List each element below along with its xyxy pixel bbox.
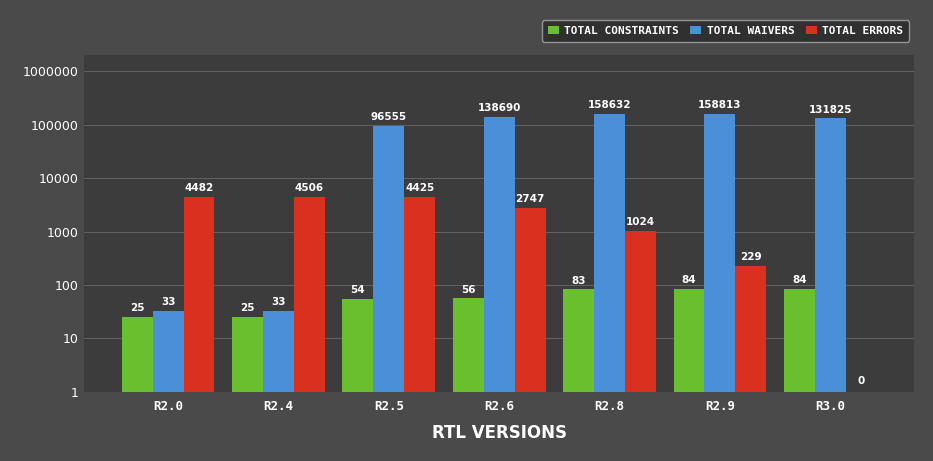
Bar	[674, 289, 704, 461]
X-axis label: RTL VERSIONS: RTL VERSIONS	[432, 424, 566, 442]
Text: 33: 33	[160, 297, 175, 307]
Bar	[735, 266, 766, 461]
Text: 1024: 1024	[626, 217, 655, 227]
Text: 84: 84	[682, 275, 696, 285]
Text: 96555: 96555	[370, 112, 407, 122]
Bar	[294, 197, 325, 461]
Text: 229: 229	[740, 252, 761, 262]
Text: 33: 33	[272, 297, 285, 307]
Text: 4506: 4506	[295, 183, 324, 193]
Bar	[594, 114, 625, 461]
Bar	[121, 317, 153, 461]
Bar	[515, 208, 546, 461]
Text: 25: 25	[241, 303, 255, 313]
Bar	[815, 118, 845, 461]
Text: 131825: 131825	[809, 105, 852, 114]
Text: 83: 83	[571, 276, 586, 285]
Text: 4482: 4482	[185, 183, 214, 193]
Bar	[564, 290, 594, 461]
Text: 2747: 2747	[515, 195, 545, 204]
Bar	[704, 114, 735, 461]
Bar	[263, 311, 294, 461]
Text: 25: 25	[130, 303, 145, 313]
Bar	[625, 231, 656, 461]
Text: 158632: 158632	[588, 100, 632, 110]
Bar	[232, 317, 263, 461]
Text: 54: 54	[351, 285, 365, 296]
Text: 0: 0	[857, 376, 865, 386]
Bar	[453, 298, 483, 461]
Bar	[184, 197, 215, 461]
Bar	[784, 289, 815, 461]
Text: 158813: 158813	[698, 100, 742, 110]
Legend: TOTAL CONSTRAINTS, TOTAL WAIVERS, TOTAL ERRORS: TOTAL CONSTRAINTS, TOTAL WAIVERS, TOTAL …	[542, 20, 909, 41]
Bar	[404, 197, 435, 461]
Bar	[483, 117, 515, 461]
Text: 84: 84	[792, 275, 807, 285]
Text: 56: 56	[461, 284, 476, 295]
Text: 4425: 4425	[405, 183, 435, 193]
Text: 138690: 138690	[478, 103, 521, 113]
Bar	[153, 311, 184, 461]
Bar	[373, 125, 404, 461]
Bar	[342, 299, 373, 461]
